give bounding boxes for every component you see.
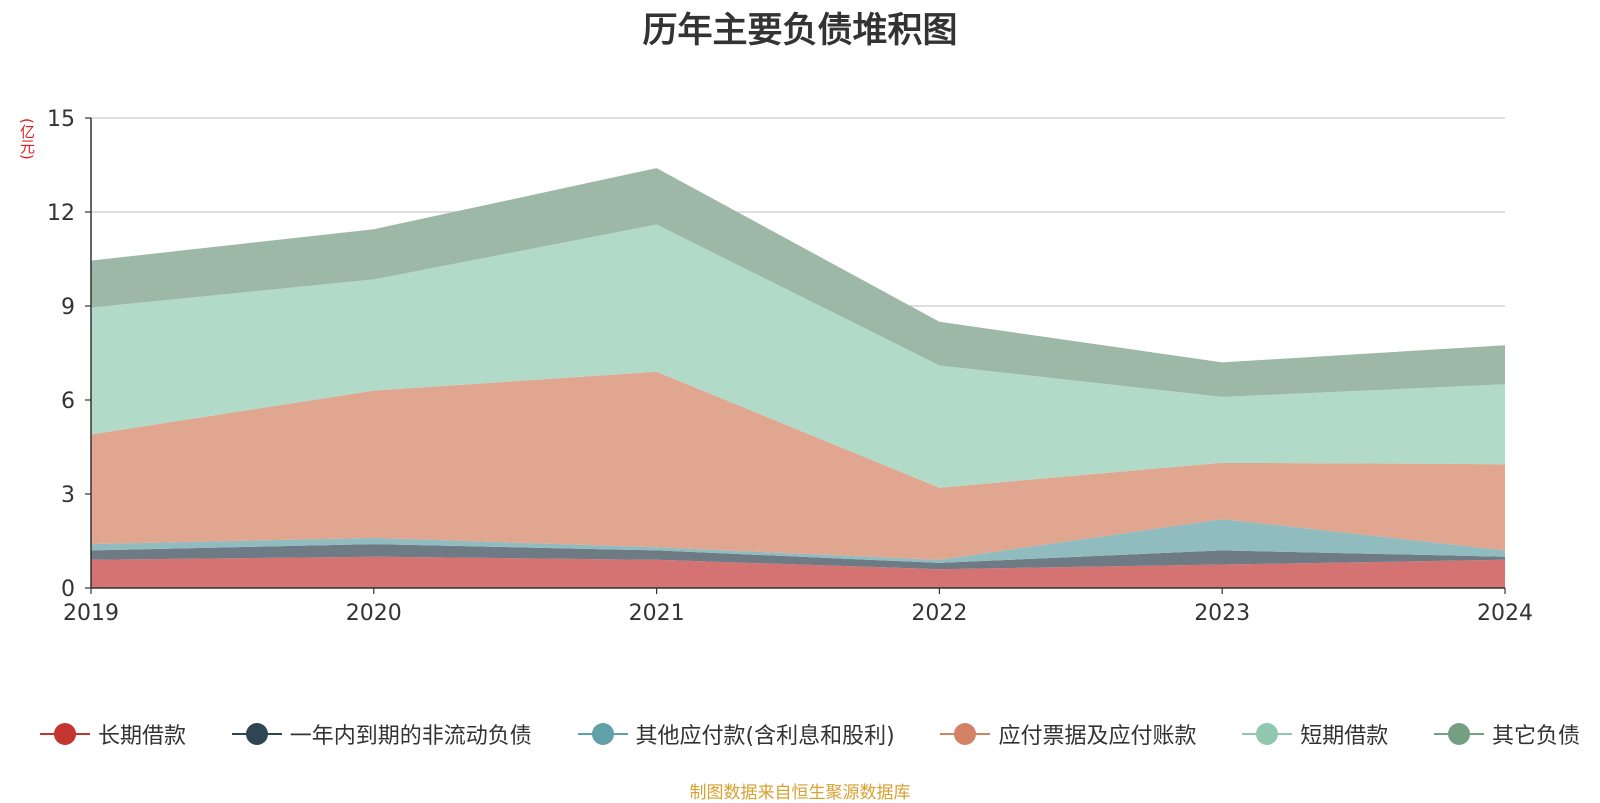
y-tick-label: 3 (61, 483, 75, 508)
legend-marker-icon (231, 722, 282, 746)
x-tick-label: 2020 (346, 601, 402, 626)
legend-label: 长期借款 (98, 724, 187, 749)
x-tick-label: 2023 (1194, 601, 1250, 626)
legend-marker-icon (40, 722, 90, 746)
legend: 长期借款 一年内到期的非流动负债 其他应付款(含利息和股利) 应付票据及应付账款 短期借… (40, 718, 1580, 750)
y-axis-unit-label: (亿元) (18, 118, 36, 160)
x-tick-label: 2021 (629, 601, 685, 626)
legend-item[interactable]: 其他应付款(含利息和股利) (577, 718, 895, 750)
area-series-6[interactable] (91, 168, 1505, 397)
legend-item[interactable]: 其它负债 (1433, 718, 1580, 750)
area-series (91, 168, 1505, 588)
legend-marker-icon (1242, 722, 1293, 746)
axes (85, 117, 1506, 594)
legend-item[interactable]: 应付票据及应付账款 (940, 718, 1196, 750)
legend-item[interactable]: 一年内到期的非流动负债 (231, 718, 532, 750)
tick-labels: 0 3 6 9 12 15 2019 2020 2021 2022 2023 2024 (47, 107, 1533, 626)
y-tick-label: 9 (61, 295, 75, 320)
area-series-4[interactable] (91, 371, 1505, 560)
legend-marker-icon (1433, 722, 1484, 746)
area-series-1[interactable] (91, 556, 1505, 588)
x-tick-label: 2024 (1477, 601, 1533, 626)
y-tick-label: 15 (47, 107, 75, 132)
area-series-5[interactable] (91, 224, 1505, 488)
legend-item[interactable]: 长期借款 (40, 718, 186, 750)
legend-marker-icon (940, 722, 991, 746)
legend-label: 应付票据及应付账款 (998, 724, 1197, 749)
legend-label: 其它负债 (1491, 724, 1580, 749)
legend-marker-icon (577, 722, 628, 746)
y-tick-label: 6 (61, 389, 75, 414)
area-series-3[interactable] (91, 519, 1505, 563)
legend-label: 其他应付款(含利息和股利) (635, 724, 895, 749)
y-tick-label: 12 (47, 201, 75, 226)
x-tick-label: 2022 (911, 601, 967, 626)
source-note: 制图数据来自恒生聚源数据库 (689, 783, 911, 803)
legend-label: 短期借款 (1300, 724, 1389, 749)
legend-label: 一年内到期的非流动负债 (289, 724, 532, 749)
chart-title: 历年主要负债堆积图 (642, 11, 958, 51)
y-tick-label: 0 (61, 577, 75, 602)
x-tick-label: 2019 (63, 601, 119, 626)
legend-item[interactable]: 短期借款 (1242, 718, 1388, 750)
